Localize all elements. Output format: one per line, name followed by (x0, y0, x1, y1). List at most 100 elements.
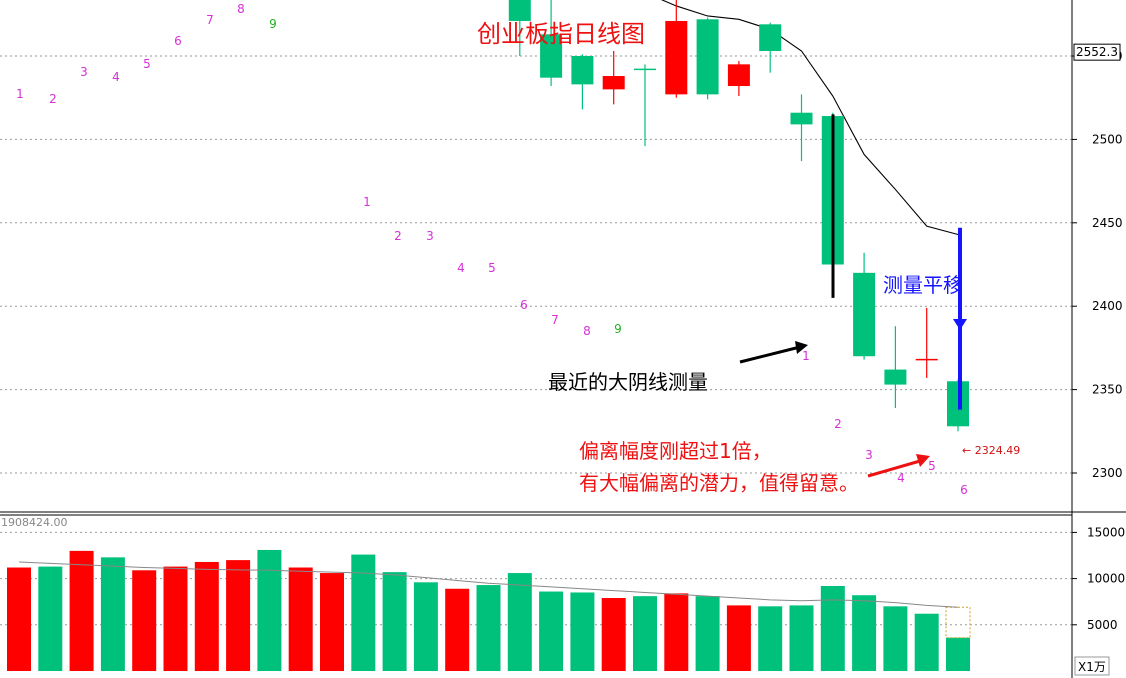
volume-tick-label: 10000 (1087, 572, 1125, 586)
count-label-lower: 5 (488, 261, 496, 275)
arrow-red-shaft (867, 459, 921, 478)
candle (508, 0, 531, 56)
moving-average (660, 0, 959, 236)
candle-body (884, 369, 907, 385)
count-label-lower2: 1 (802, 349, 810, 363)
volume-tick-label: 15000 (1087, 525, 1125, 539)
volume-bar (946, 637, 970, 671)
volume-bar (633, 596, 657, 671)
count-label-upper: 8 (237, 2, 245, 16)
volume-bar (914, 613, 939, 671)
count-label-upper: 5 (143, 57, 151, 71)
candle (696, 17, 719, 100)
volume-readout: 1908424.00 (1, 516, 67, 529)
candle-body (790, 112, 813, 125)
candle-body (508, 0, 531, 21)
grid-lines (0, 55, 1072, 626)
arrow-red-head (916, 454, 930, 467)
volume-ma (18, 561, 959, 608)
candle-body (665, 20, 688, 95)
count-label-upper: 6 (174, 34, 182, 48)
count-label-lower2: 4 (897, 471, 905, 485)
volume-bar (100, 557, 125, 671)
count-label-lower2: 5 (928, 459, 936, 473)
count-label-lower: 1 (363, 195, 371, 209)
measure-big-yin-text: 最近的大阴线测量 (548, 370, 708, 394)
volume-bars (7, 549, 971, 671)
volume-bar (288, 567, 313, 671)
price-tick-label: 2400 (1092, 299, 1123, 313)
volume-bar (194, 561, 219, 671)
count-label-lower: 6 (520, 298, 528, 312)
count-label-lower2: 2 (834, 417, 842, 431)
volume-bar (382, 572, 407, 671)
volume-unit-box (1074, 656, 1110, 676)
volume-bar (132, 570, 157, 671)
volume-bar (476, 585, 501, 671)
volume-bar (726, 605, 751, 671)
price-tick-label: 2500 (1092, 132, 1123, 146)
count-label-upper: 1 (16, 87, 24, 101)
count-label-upper: 9 (269, 17, 277, 31)
volume-bar (413, 582, 438, 671)
candle (602, 50, 625, 105)
candle (915, 307, 938, 378)
count-label-lower: 9 (614, 322, 622, 336)
candle-body (571, 56, 594, 85)
candlestick-series (508, 0, 969, 432)
candle-body (727, 64, 750, 87)
volume-bar (351, 554, 376, 671)
volume-bar (539, 591, 564, 671)
count-label-lower: 4 (457, 261, 465, 275)
volume-bar (69, 550, 94, 671)
volume-ma-line (18, 561, 959, 608)
chart-title: 创业板指日线图 (477, 20, 645, 48)
volume-bar (163, 566, 188, 671)
volume-bar (570, 592, 595, 671)
count-label-upper: 3 (80, 65, 88, 79)
volume-unit-label: X1万 (1078, 660, 1106, 674)
current-price-box (1073, 43, 1121, 61)
count-label-lower: 7 (551, 313, 559, 327)
count-label-upper: 4 (112, 70, 120, 84)
ma-line (660, 0, 959, 236)
volume-bar (507, 573, 532, 671)
price-tick-label: 2450 (1092, 216, 1123, 230)
measure-shift-text: 测量平移 (883, 273, 963, 297)
candle-body (696, 19, 719, 95)
candle-body (540, 34, 563, 78)
candle (540, 0, 563, 87)
count-label-lower2: 3 (865, 448, 873, 462)
volume-bar-projection (945, 606, 971, 639)
count-label-lower: 3 (426, 229, 434, 243)
arrow-black-shaft (739, 345, 801, 364)
candle-body (853, 272, 876, 357)
volume-bar (38, 566, 63, 671)
count-label-lower: 2 (394, 229, 402, 243)
count-label-upper: 2 (49, 92, 57, 106)
arrow-black-head (795, 341, 808, 354)
volume-bar (445, 588, 470, 671)
last-close-label: ← 2324.49 (962, 444, 1020, 457)
candle (665, 0, 688, 98)
candle (634, 64, 656, 147)
volume-tick-label: 5000 (1087, 618, 1118, 632)
candle (571, 54, 594, 110)
volume-bar (664, 593, 689, 671)
volume-bar (320, 573, 344, 671)
candle (853, 252, 876, 360)
count-label-upper: 7 (206, 13, 214, 27)
volume-bar (7, 567, 31, 671)
candle-body (759, 24, 782, 51)
candle (727, 61, 750, 97)
volume-bar (601, 598, 626, 671)
deviation-text-2: 有大幅偏离的潜力，值得留意。 (579, 471, 859, 495)
deviation-text-1: 偏离幅度刚超过1倍， (579, 439, 772, 463)
candle (884, 326, 907, 408)
volume-bar (820, 585, 845, 671)
volume-bar (758, 606, 783, 671)
candle (790, 94, 813, 162)
